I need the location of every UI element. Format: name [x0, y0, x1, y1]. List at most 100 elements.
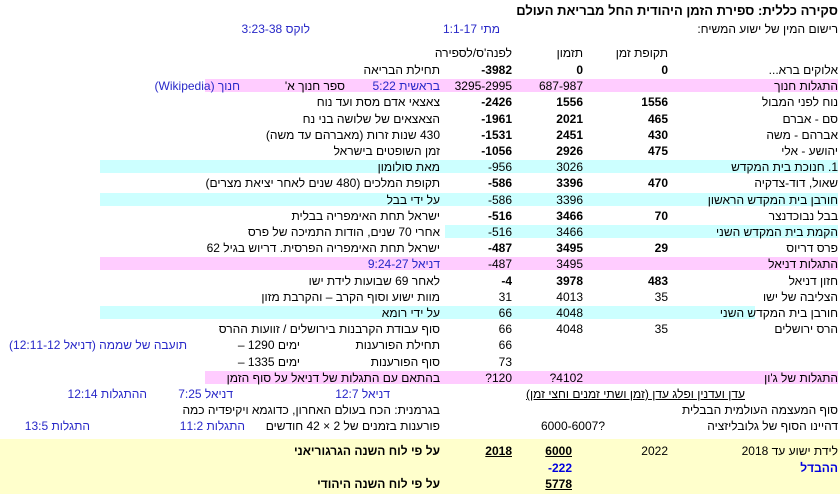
cyan-highlight	[100, 192, 838, 206]
column-header-timing: תזמון	[556, 46, 583, 60]
bce-ce-value: -516	[487, 225, 512, 239]
row-label: התגלות של ג'ון	[764, 370, 838, 385]
table-row: בבל נבוכדנצר 70 3466 -516 ישראל תחת האימפריה…	[0, 208, 840, 224]
reference: 6000-6007?	[540, 419, 605, 434]
table-row: הרס ירושלים 35 4048 66 סוף עבודת הקרבנות ביר…	[0, 321, 840, 337]
description: מאת סולומון	[377, 160, 440, 175]
reference: ספר חנוך א'	[284, 79, 345, 94]
scripture-reference[interactable]: בראשית 5:22	[372, 79, 440, 94]
row-label: פרס דריוס	[786, 241, 838, 256]
bce-ce-value: -586	[487, 192, 512, 207]
row-label: נוח לפני המבול	[761, 95, 838, 110]
row-label: סוף המעצמה העולמית הבבלית	[681, 403, 838, 418]
period-value: 2022	[641, 444, 668, 458]
summary-footer: לידת ישוע עד 2018 2022 6000 2018 על פי לוח ה…	[0, 439, 840, 494]
description: על ידי רומא	[381, 306, 440, 320]
table-row: אלוקים ברא... 0 0 -3982 תחילת הבריאה	[0, 62, 840, 78]
scripture-reference-matthew[interactable]: מתי 1:1-17	[442, 22, 500, 36]
description: על פי לוח השנה הגרגוריאני	[293, 444, 440, 458]
row-label: דהיינו הסוף של גלובליזציה	[707, 419, 838, 434]
scripture-reference[interactable]: ההתגלות 12:14	[67, 387, 147, 401]
description: בגרמנית: הכח בעולם האחרון, כדוגמא ויקיפד…	[182, 403, 440, 418]
table-row: אברהם - משה 430 2451 -1531 430 שנות זרות (מא…	[0, 127, 840, 143]
description: על פי לוח השנה היהודי	[317, 477, 440, 491]
table-row: דהיינו הסוף של גלובליזציה 6000-6007? פורענ…	[0, 418, 840, 434]
description: אחרי 70 שנים, הודות התמיכה של פרס	[247, 225, 440, 239]
table-row: יהושע - אלי 475 2926 -1056 זמן השופטים בישרא…	[0, 143, 840, 159]
timing-value: 0	[576, 63, 583, 77]
bce-ce-value: -516	[487, 208, 512, 223]
timing-value: 3495	[556, 241, 583, 256]
period-value: 70	[654, 208, 668, 223]
scripture-reference[interactable]: דניאל 9:24-27	[367, 257, 440, 272]
table-row: חזון דניאל 483 3978 -4 לאחר 69 שבועות לידת י…	[0, 273, 840, 289]
row-label: הרס ירושלים	[774, 322, 838, 337]
timing-value: 1556	[556, 95, 583, 110]
period-value: 0	[661, 63, 668, 77]
description: סוף עבודת הקרבנות בירושלים / זוועות ההרס	[218, 322, 440, 337]
column-header-period: תקופת זמן	[615, 46, 668, 60]
bce-ce-value: -487	[487, 241, 512, 256]
scripture-reference[interactable]: חנוך (Wikipedia)	[154, 79, 240, 94]
timing-value: 2926	[556, 144, 583, 158]
description: ישראל תחת האימפריה בבלית	[291, 208, 440, 223]
bce-ce-value: 73	[498, 354, 512, 369]
period-value: 475	[647, 144, 668, 158]
cyan-highlight	[100, 306, 755, 319]
reference: 5778	[545, 477, 572, 491]
row-label: בבל נבוכדנצר	[768, 208, 838, 223]
bce-ce-value: -487	[487, 257, 512, 272]
reference: עדן ועדנין ופלג עדן (זמן ושתי זמנים וחצי…	[526, 387, 745, 401]
scripture-reference[interactable]: התגלות 11:2	[179, 419, 245, 434]
table-row: חורבן בית המקדש הראשון 3396 -586 על ידי בבל	[0, 192, 840, 208]
table-row: 1. חנוכת בית המקדש 3026 -956 מאת סולומון	[0, 159, 840, 175]
description: פורענות בזמנים של 2 × 42 חודשים	[265, 419, 440, 434]
period-value: 470	[647, 176, 668, 191]
period-value: 1556	[641, 95, 668, 110]
table-row: עדן ועדנין ופלג עדן (זמן ושתי זמנים וחצי…	[0, 386, 840, 402]
reference: 6000	[545, 444, 572, 458]
row-label: ההבדל	[800, 460, 838, 475]
period-value: 483	[647, 273, 668, 288]
scripture-reference-luke[interactable]: לוקס 3:23-38	[241, 22, 310, 36]
table-row: ההבדל -222	[0, 460, 840, 476]
timing-value: 3466	[556, 225, 583, 239]
description: צאצאי אדם מסת ועד נוח	[316, 95, 440, 110]
table-row: הצליבה של ישו 35 4013 31 מוות ישוע וסוף הקרב…	[0, 289, 840, 305]
table-row: חורבן בית המקדש השני 4048 66 על ידי רומא	[0, 305, 840, 321]
bce-ce-value: 3295-2995	[454, 79, 512, 94]
pink-highlight	[100, 257, 838, 271]
timing-value: 3495	[556, 257, 583, 272]
cyan-highlight	[445, 225, 838, 238]
table-row: סם - אברם 465 2021 -1961 הצאצאים של שלושה בנ…	[0, 111, 840, 127]
bce-ce-value: 66	[498, 306, 512, 320]
table-row: שאול, דוד-צדקיה 470 3396 -586 תקופת המלכים (…	[0, 175, 840, 191]
bce-ce-value: 66	[498, 322, 512, 337]
scripture-reference[interactable]: תועבה של שממה (דניאל 12:11-12)	[9, 338, 187, 353]
description: מוות ישוע וסוף הקרב – והקרבת מזון	[261, 289, 440, 304]
cyan-highlight	[100, 160, 838, 174]
period-value: 35	[654, 289, 668, 304]
period-value: 29	[654, 241, 668, 256]
reference: -222	[547, 460, 572, 475]
description: ישראל תחת האימפריה הפרסית. דריוש בגיל 62	[206, 241, 440, 256]
row-label: 1. חנוכת בית המקדש	[731, 160, 838, 175]
table-row: התגלות של ג'ון ?4102 ?120 בהתאם עם התגלות ש…	[0, 370, 840, 386]
period-value: 465	[647, 111, 668, 126]
row-label: אלוקים ברא...	[768, 63, 838, 77]
scripture-reference[interactable]: התגלות 13:5	[24, 419, 90, 434]
table-row: 66 תחילת הפורענות – 1290 ימים תועבה של שממה…	[0, 337, 840, 353]
page-title: סקירה כללית: ספירת הזמן היהודית החל מברי…	[516, 3, 838, 18]
description: הצאצאים של שלושה בני נח	[302, 111, 440, 126]
scripture-reference[interactable]: דניאל 12:7	[335, 387, 390, 401]
timing-value: 3466	[556, 208, 583, 223]
description: 430 שנות זרות (מאברהם עד משה)	[265, 127, 440, 142]
timing-value: 2451	[556, 127, 583, 142]
scripture-reference[interactable]: דניאל 7:25	[178, 387, 233, 401]
row-label: הצליבה של ישו	[763, 289, 838, 304]
pink-highlight	[205, 370, 838, 384]
timing-value: 3026	[556, 160, 583, 175]
table-row: 73 סוף הפורענות – 1335 ימים	[0, 354, 840, 370]
description: תקופת המלכים (480 שנים לאחר יציאת מצרים)	[205, 176, 440, 191]
